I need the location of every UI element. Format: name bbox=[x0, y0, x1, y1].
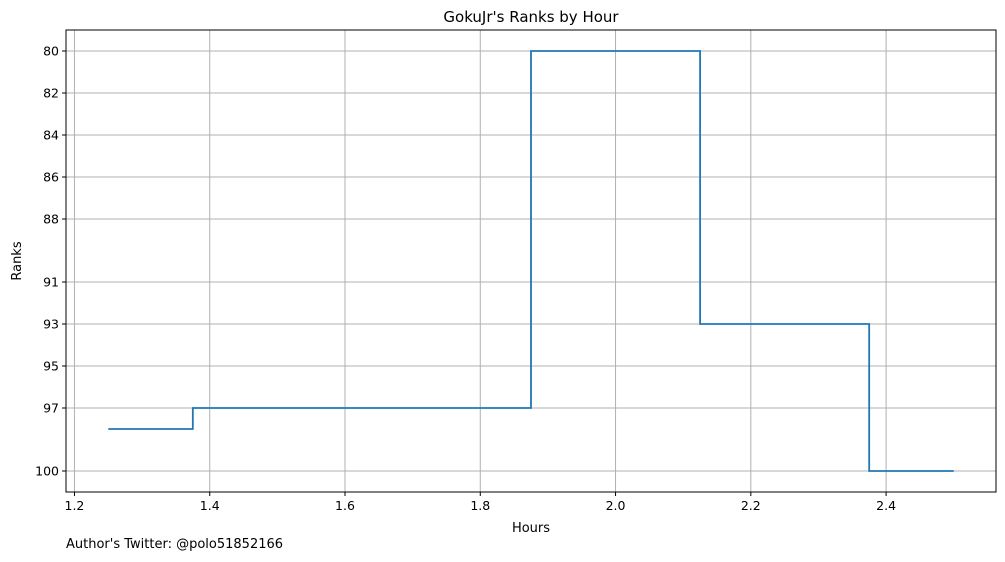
y-tick-label: 84 bbox=[43, 128, 59, 143]
y-tick-label: 100 bbox=[35, 464, 59, 479]
y-tick-label: 93 bbox=[43, 317, 59, 332]
y-tick-label: 97 bbox=[43, 401, 59, 416]
y-tick-label: 95 bbox=[43, 359, 59, 374]
author-credit: Author's Twitter: @polo51852166 bbox=[66, 537, 284, 552]
x-tick-label: 2.0 bbox=[606, 498, 626, 513]
chart-title: GokuJr's Ranks by Hour bbox=[443, 8, 619, 26]
y-tick-label: 86 bbox=[43, 170, 59, 185]
y-tick-label: 91 bbox=[43, 275, 59, 290]
x-tick-label: 1.6 bbox=[335, 498, 355, 513]
y-axis-ticks: 80 82 84 86 88 91 93 95 97 100 bbox=[35, 44, 66, 479]
y-tick-label: 80 bbox=[43, 44, 59, 59]
x-tick-label: 2.4 bbox=[876, 498, 896, 513]
plot-frame bbox=[65, 29, 997, 493]
x-axis-title: Hours bbox=[512, 521, 550, 536]
y-tick-label: 88 bbox=[43, 212, 59, 227]
x-tick-label: 1.4 bbox=[200, 498, 220, 513]
y-axis-title: Ranks bbox=[10, 241, 25, 280]
y-tick-label: 82 bbox=[43, 86, 59, 101]
x-tick-label: 1.2 bbox=[65, 498, 85, 513]
x-axis-ticks: 1.2 1.4 1.6 1.8 2.0 2.2 2.4 bbox=[65, 492, 896, 513]
series-line bbox=[108, 50, 954, 472]
x-tick-label: 1.8 bbox=[470, 498, 490, 513]
x-tick-label: 2.2 bbox=[741, 498, 761, 513]
series-layer bbox=[108, 50, 954, 472]
